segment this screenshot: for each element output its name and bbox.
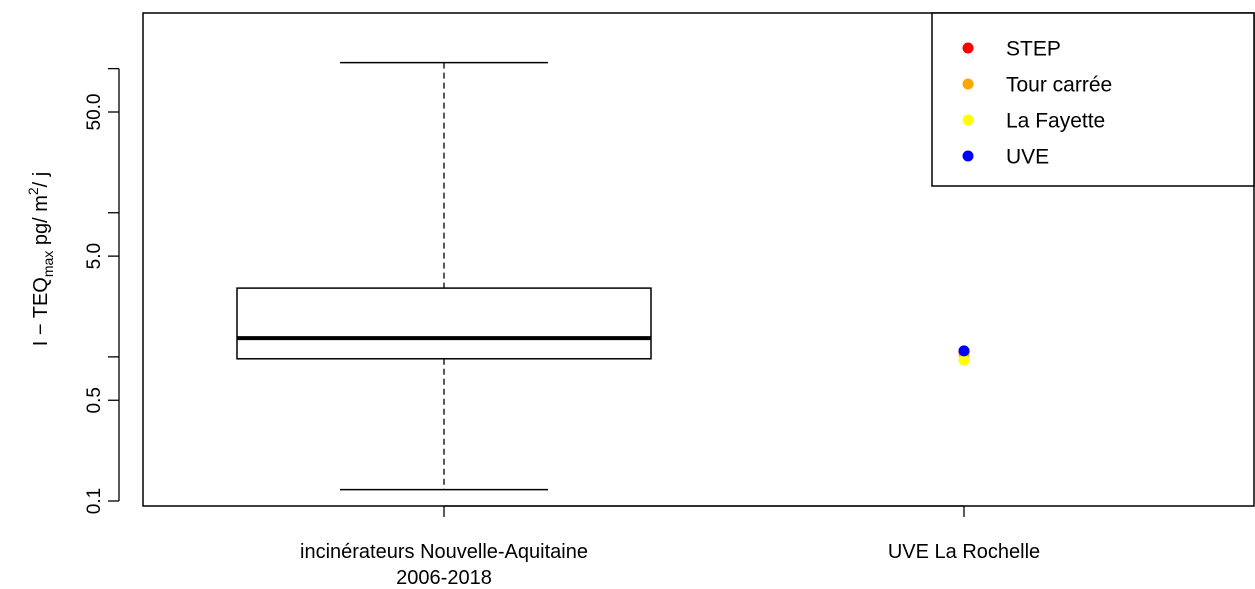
legend-label-uve: UVE <box>1006 146 1049 169</box>
x-tick-label-0: incinérateurs Nouvelle-Aquitaine <box>300 541 588 563</box>
legend-label-la-fayette: La Fayette <box>1006 110 1105 133</box>
legend-marker-uve <box>962 150 974 162</box>
legend-box <box>931 12 1255 187</box>
legend-marker-tour-carr-e <box>962 78 974 90</box>
legend-label-tour-carr-e: Tour carrée <box>1006 74 1112 97</box>
y-axis-label-base: I − TEQ <box>30 277 52 346</box>
legend: STEP Tour carrée La Fayette UVE <box>931 12 1255 187</box>
y-axis-label-unit-post: / j <box>30 172 52 188</box>
point-uve <box>958 345 970 357</box>
x-tick-label-0-line2: 2006-2018 <box>396 567 492 589</box>
data-points <box>958 345 970 366</box>
y-axis-label: I − TEQmax pg/ m2/ j <box>25 172 56 347</box>
legend-marker-la-fayette <box>962 114 974 126</box>
y-axis-label-subscript: max <box>40 251 56 277</box>
y-tick-label-2: 5.0 <box>84 243 105 269</box>
y-axis-label-superscript: 2 <box>25 187 41 195</box>
y-axis-label-unit-mid: / m <box>30 195 52 223</box>
legend-label-step: STEP <box>1006 38 1061 61</box>
y-tick-label-0: 0.1 <box>84 488 105 514</box>
x-tick-label-1: UVE La Rochelle <box>888 541 1040 563</box>
y-tick-label-1: 0.5 <box>84 387 105 413</box>
legend-marker-step <box>962 42 974 54</box>
iqr-box <box>236 287 652 360</box>
boxplot-incinerateurs <box>236 61 652 491</box>
point-la-fayette <box>958 354 970 366</box>
x-axis: incinérateurs Nouvelle-Aquitaine 2006-201… <box>300 505 1040 589</box>
y-axis-ticks: 0.1 0.5 5.0 50.0 <box>84 67 119 514</box>
y-tick-label-3: 50.0 <box>84 94 105 131</box>
y-axis-label-unit-pre: pg <box>30 223 52 251</box>
